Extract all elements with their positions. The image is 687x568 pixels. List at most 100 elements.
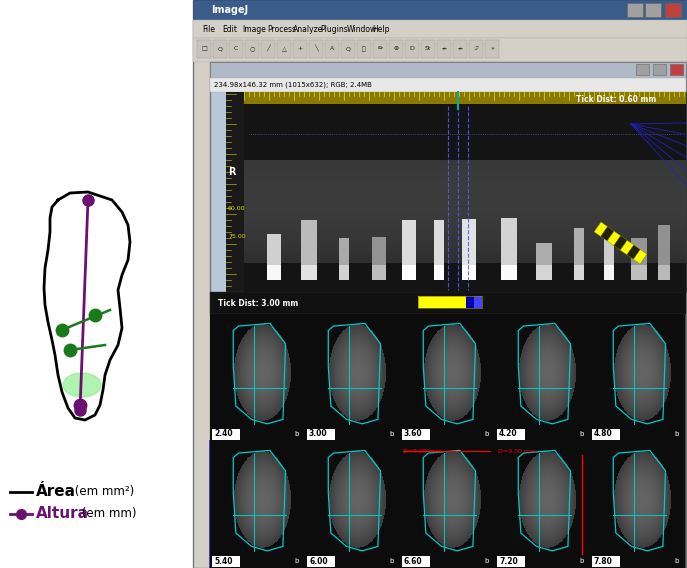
FancyBboxPatch shape — [636, 64, 649, 75]
FancyBboxPatch shape — [627, 3, 643, 17]
FancyBboxPatch shape — [590, 314, 685, 441]
Text: (em mm): (em mm) — [78, 507, 137, 520]
Text: 6.60: 6.60 — [404, 557, 423, 566]
FancyBboxPatch shape — [592, 556, 620, 567]
Text: Área: Área — [36, 485, 76, 499]
Text: 6.00: 6.00 — [309, 557, 328, 566]
Text: Altura: Altura — [36, 507, 89, 521]
FancyBboxPatch shape — [590, 441, 685, 568]
FancyBboxPatch shape — [674, 148, 684, 153]
FancyBboxPatch shape — [373, 40, 387, 58]
FancyBboxPatch shape — [426, 296, 434, 308]
Text: (em mm²): (em mm²) — [71, 486, 134, 499]
Text: ✏: ✏ — [377, 47, 383, 52]
Text: 3.60: 3.60 — [404, 429, 423, 438]
FancyBboxPatch shape — [213, 40, 227, 58]
FancyBboxPatch shape — [674, 131, 684, 136]
Text: 60.00: 60.00 — [228, 206, 245, 211]
Text: b: b — [675, 558, 679, 564]
FancyBboxPatch shape — [341, 40, 355, 58]
Text: △: △ — [282, 47, 286, 52]
Bar — [613, 236, 627, 250]
Text: ✒: ✒ — [441, 47, 447, 52]
Text: 7.20: 7.20 — [499, 557, 518, 566]
Text: Process: Process — [267, 24, 296, 34]
FancyBboxPatch shape — [226, 92, 244, 292]
FancyBboxPatch shape — [497, 556, 525, 567]
FancyBboxPatch shape — [485, 40, 499, 58]
Bar — [620, 240, 634, 255]
FancyBboxPatch shape — [645, 3, 661, 17]
Text: Edit: Edit — [222, 24, 237, 34]
FancyBboxPatch shape — [193, 38, 687, 62]
FancyBboxPatch shape — [674, 126, 684, 131]
Text: 4.80: 4.80 — [594, 429, 613, 438]
Text: +: + — [297, 47, 303, 52]
Bar — [600, 227, 614, 241]
FancyBboxPatch shape — [674, 158, 684, 164]
Text: Tick Dist: 0.60 mm: Tick Dist: 0.60 mm — [576, 95, 656, 105]
FancyBboxPatch shape — [226, 92, 686, 292]
Text: ✋: ✋ — [362, 46, 366, 52]
Text: 3.00: 3.00 — [309, 429, 328, 438]
FancyBboxPatch shape — [389, 40, 403, 58]
FancyBboxPatch shape — [210, 314, 305, 441]
FancyBboxPatch shape — [197, 40, 211, 58]
FancyBboxPatch shape — [193, 0, 687, 568]
FancyBboxPatch shape — [244, 92, 686, 104]
Text: Q: Q — [218, 47, 223, 52]
FancyBboxPatch shape — [434, 296, 442, 308]
FancyBboxPatch shape — [466, 296, 474, 308]
FancyBboxPatch shape — [674, 115, 684, 120]
FancyBboxPatch shape — [305, 441, 400, 568]
FancyBboxPatch shape — [307, 429, 335, 440]
FancyBboxPatch shape — [293, 40, 307, 58]
FancyBboxPatch shape — [474, 296, 482, 308]
Text: 7.80: 7.80 — [594, 557, 613, 566]
FancyBboxPatch shape — [670, 64, 683, 75]
FancyBboxPatch shape — [400, 441, 495, 568]
Text: ╲: ╲ — [314, 45, 318, 52]
FancyBboxPatch shape — [305, 314, 400, 441]
FancyBboxPatch shape — [674, 142, 684, 148]
FancyBboxPatch shape — [674, 153, 684, 158]
FancyBboxPatch shape — [261, 40, 275, 58]
FancyBboxPatch shape — [674, 109, 684, 115]
Text: 234.98x146.32 mm (1015x632); RGB; 2.4MB: 234.98x146.32 mm (1015x632); RGB; 2.4MB — [214, 82, 372, 88]
Text: b: b — [295, 558, 299, 564]
Text: b: b — [484, 431, 489, 437]
Text: b: b — [484, 558, 489, 564]
FancyBboxPatch shape — [469, 40, 483, 58]
Text: □: □ — [201, 47, 207, 52]
FancyBboxPatch shape — [193, 20, 687, 38]
FancyBboxPatch shape — [592, 429, 620, 440]
FancyBboxPatch shape — [307, 556, 335, 567]
Text: D=9.00 mm: D=9.00 mm — [403, 449, 441, 454]
FancyBboxPatch shape — [229, 40, 243, 58]
Text: 2.40: 2.40 — [214, 429, 233, 438]
FancyBboxPatch shape — [495, 314, 590, 441]
Text: A: A — [330, 47, 334, 52]
FancyBboxPatch shape — [442, 296, 450, 308]
FancyBboxPatch shape — [437, 40, 451, 58]
Text: 5.40: 5.40 — [214, 557, 232, 566]
Text: Analyze: Analyze — [293, 24, 324, 34]
Text: b: b — [390, 431, 394, 437]
Text: D: D — [409, 47, 414, 52]
Text: »: » — [490, 47, 494, 52]
Text: ✒: ✒ — [458, 47, 462, 52]
FancyBboxPatch shape — [212, 429, 240, 440]
FancyBboxPatch shape — [400, 314, 495, 441]
Text: ╱: ╱ — [266, 45, 270, 52]
FancyBboxPatch shape — [405, 40, 419, 58]
FancyBboxPatch shape — [497, 429, 525, 440]
FancyBboxPatch shape — [325, 40, 339, 58]
Text: Tick Dist: 3.00 mm: Tick Dist: 3.00 mm — [218, 299, 298, 307]
Text: 75.00: 75.00 — [228, 233, 246, 239]
Text: 4.20: 4.20 — [499, 429, 517, 438]
FancyBboxPatch shape — [450, 296, 458, 308]
FancyBboxPatch shape — [309, 40, 323, 58]
Bar — [594, 222, 607, 236]
FancyBboxPatch shape — [402, 556, 430, 567]
Text: Image: Image — [242, 24, 266, 34]
